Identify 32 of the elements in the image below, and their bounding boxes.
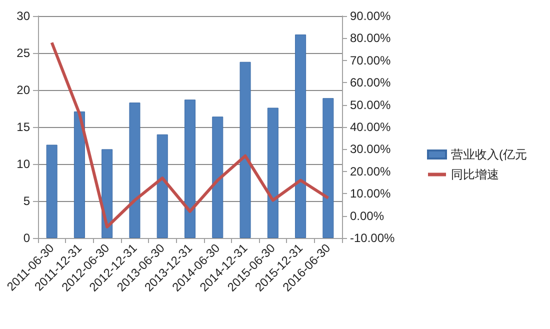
y2-tick-label: 70.00% bbox=[350, 53, 392, 68]
y2-tick-label: -10.00% bbox=[350, 231, 396, 245]
legend-label: 营业收入(亿元 bbox=[451, 148, 527, 162]
legend-label: 同比增速 bbox=[451, 168, 499, 182]
bar bbox=[74, 111, 85, 238]
y2-tick-label: 0.00% bbox=[350, 208, 384, 223]
y-tick-label: 0 bbox=[23, 231, 30, 245]
bar bbox=[102, 149, 113, 238]
y-tick-label: 30 bbox=[16, 9, 30, 23]
y2-tick-label: 60.00% bbox=[350, 76, 392, 90]
bar bbox=[240, 62, 251, 238]
y2-tick-label: 20.00% bbox=[350, 164, 392, 178]
y-tick-label: 15 bbox=[16, 120, 30, 134]
y-tick-label: 5 bbox=[23, 194, 30, 208]
bar bbox=[156, 134, 168, 238]
bar bbox=[129, 102, 140, 238]
y-tick-label: 20 bbox=[16, 83, 30, 97]
y-tick-label: 25 bbox=[16, 46, 30, 60]
y2-tick-label: 80.00% bbox=[350, 31, 392, 46]
y2-tick-label: 10.00% bbox=[350, 186, 392, 201]
y2-tick-label: 90.00% bbox=[350, 9, 392, 23]
bar bbox=[184, 100, 196, 238]
y2-tick-label: 40.00% bbox=[350, 120, 392, 134]
bar bbox=[212, 116, 224, 238]
y2-tick-label: 50.00% bbox=[350, 98, 392, 112]
bar bbox=[295, 34, 306, 238]
line-series bbox=[50, 41, 330, 228]
y2-tick-label: 30.00% bbox=[350, 142, 392, 156]
bar bbox=[322, 98, 334, 238]
bar bbox=[46, 144, 58, 238]
y-tick-label: 10 bbox=[16, 157, 30, 171]
bar bbox=[267, 108, 278, 238]
